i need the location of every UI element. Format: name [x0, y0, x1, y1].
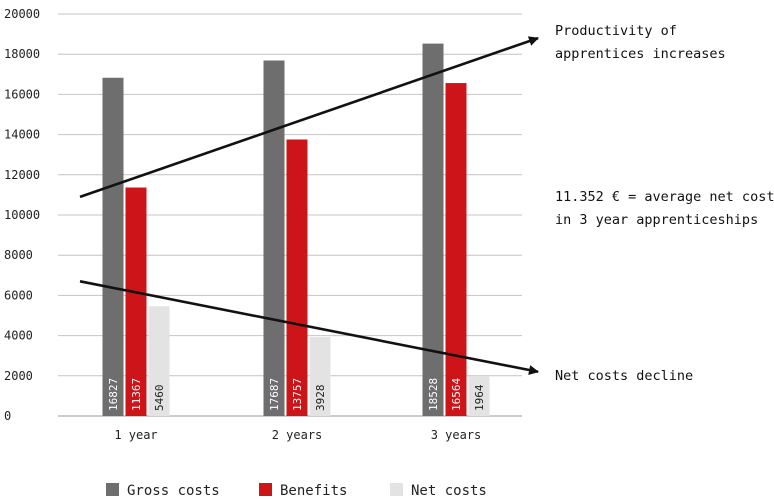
y-tick-label: 4000	[4, 329, 33, 343]
productivity-arrow	[80, 38, 538, 197]
x-tick-label: 3 years	[431, 428, 482, 442]
annotation-productivity: apprentices increases	[555, 46, 726, 62]
bar-value-label: 18528	[427, 378, 440, 411]
y-tick-label: 18000	[4, 47, 40, 61]
legend-label: Gross costs	[127, 483, 220, 499]
bar-value-label: 16564	[450, 378, 463, 411]
bars: 16827 11367 5460 17687 13757 3928 18528 16564 19…	[103, 44, 490, 416]
y-tick-label: 20000	[4, 7, 40, 21]
bar-gross-costs	[103, 78, 124, 416]
bar-gross-costs	[423, 44, 444, 416]
y-tick-label: 0	[4, 409, 11, 423]
bar-value-label: 5460	[153, 385, 166, 412]
bar-benefits	[446, 83, 467, 416]
y-tick-label: 10000	[4, 208, 40, 222]
annotation-productivity: Productivity of	[555, 23, 677, 39]
y-tick-label: 2000	[4, 369, 33, 383]
y-tick-label: 6000	[4, 288, 33, 302]
bar-value-label: 3928	[314, 385, 327, 412]
legend-swatch	[259, 483, 272, 496]
x-axis: 1 year 2 years 3 years	[114, 428, 481, 442]
legend-label: Net costs	[411, 483, 487, 499]
y-tick-label: 14000	[4, 128, 40, 142]
legend-swatch	[106, 483, 119, 496]
bar-value-label: 16827	[107, 378, 120, 411]
bar-value-label: 1964	[473, 384, 486, 411]
legend: Gross costs Benefits Net costs	[106, 483, 487, 499]
y-tick-label: 12000	[4, 168, 40, 182]
bar-value-label: 17687	[268, 378, 281, 411]
y-tick-label: 16000	[4, 87, 40, 101]
bar-value-label: 13757	[291, 378, 304, 411]
y-tick-label: 8000	[4, 248, 33, 262]
x-tick-label: 1 year	[114, 428, 157, 442]
bar-value-label: 11367	[130, 378, 143, 411]
annotation-average: 11.352 € = average net costs	[555, 189, 774, 205]
legend-swatch	[390, 483, 403, 496]
y-axis: 0 2000 4000 6000 8000 10000 12000 14000 16000 180…	[4, 7, 40, 423]
bar-benefits	[287, 139, 308, 416]
bar-gross-costs	[264, 60, 285, 416]
annotations: Productivity of apprentices increases 11.3…	[555, 23, 774, 384]
x-tick-label: 2 years	[272, 428, 323, 442]
legend-label: Benefits	[280, 483, 347, 499]
annotation-average: in 3 year apprenticeships	[555, 212, 758, 228]
annotation-decline: Net costs decline	[555, 368, 693, 384]
